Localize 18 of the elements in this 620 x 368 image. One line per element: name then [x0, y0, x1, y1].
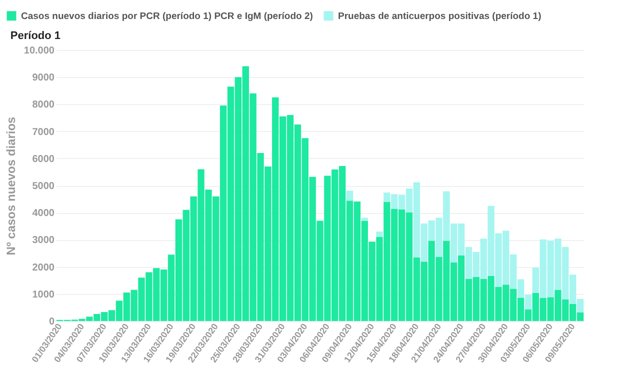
bar [376, 232, 383, 237]
y-tick-label: 8000 [32, 100, 55, 111]
y-tick-label: 0 [48, 316, 55, 328]
y-tick-label: 7000 [32, 126, 55, 138]
y-tick-label: 9000 [32, 72, 55, 84]
legend-label: Casos nuevos diarios por PCR (período 1) PCR e IgM (período 2) [21, 10, 313, 22]
y-tick-label: 1000 [32, 289, 55, 300]
y-tick-label: 4000 [32, 208, 55, 220]
y-tick-label: 10.000 [24, 46, 55, 56]
y-axis-title: Nº casos nuevos diarios [4, 116, 18, 256]
y-tick-label: 2000 [32, 262, 55, 274]
chart-title: Período 1 [10, 30, 61, 42]
legend-label: Pruebas de anticuerpos positivas (período 1) [338, 10, 542, 22]
y-tick-label: 5000 [32, 181, 55, 192]
bar [361, 218, 368, 221]
y-tick-label: 3000 [32, 235, 55, 246]
bar [346, 190, 354, 201]
y-tick-label: 6000 [32, 154, 55, 165]
